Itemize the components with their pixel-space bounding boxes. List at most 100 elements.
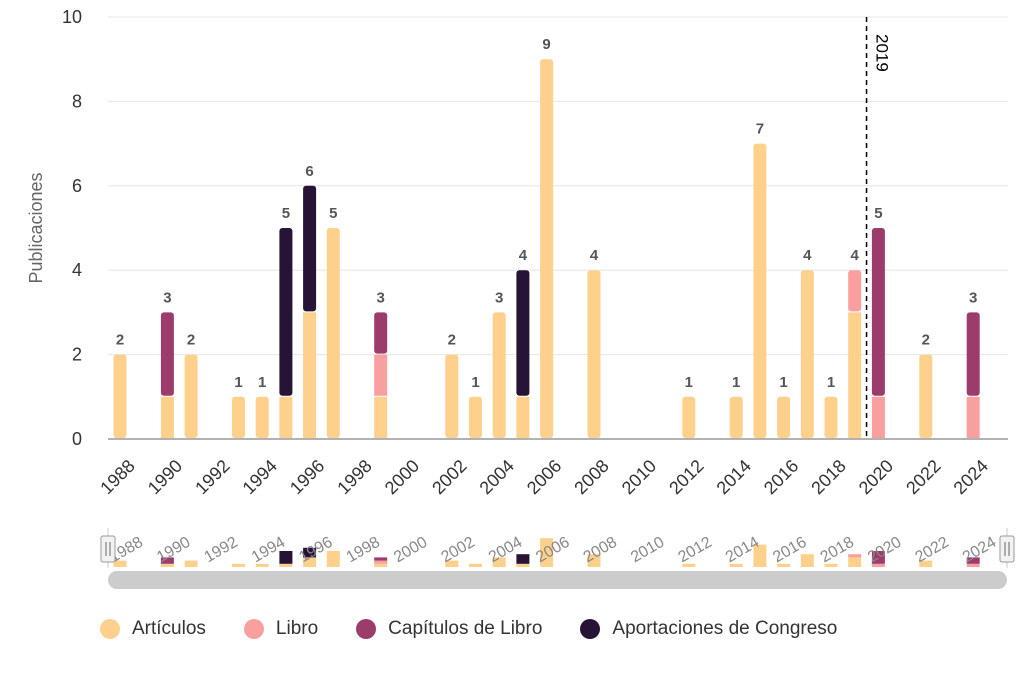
total-label-2006: 9 — [542, 36, 550, 53]
y-tick-label: 6 — [72, 176, 82, 196]
x-tick-label-1990: 1990 — [144, 456, 186, 498]
bar-cap-tulos-de-libro-2020[interactable] — [871, 228, 885, 396]
navigator-bar-1990 — [160, 563, 174, 567]
bar-art-culos-2006[interactable] — [540, 59, 554, 438]
navigator-bar-2020 — [871, 551, 885, 564]
navigator-bar-2022 — [919, 560, 933, 567]
legend-item-aportaciones[interactable]: Aportaciones de Congreso — [580, 618, 837, 640]
bar-art-culos-1988[interactable] — [113, 354, 127, 438]
bar-art-culos-2016[interactable] — [777, 396, 791, 438]
navigator-right-handle[interactable] — [999, 535, 1015, 563]
x-tick-label-2020: 2020 — [855, 456, 897, 498]
bar-cap-tulos-de-libro-1990[interactable] — [160, 312, 174, 396]
navigator-left-handle[interactable] — [100, 535, 116, 563]
total-label-2014: 1 — [732, 374, 740, 391]
navigator-scrollbar[interactable] — [108, 571, 1007, 589]
bar-art-culos-1991[interactable] — [184, 354, 198, 438]
bar-art-culos-2017[interactable] — [800, 270, 814, 438]
navigator-tick-label-2012: 2012 — [675, 534, 714, 567]
bar-art-culos-1996[interactable] — [303, 312, 317, 438]
navigator-tick-label-1992: 1992 — [201, 534, 240, 567]
x-tick-label-2018: 2018 — [807, 456, 849, 498]
total-label-1997: 5 — [329, 205, 337, 222]
total-label-2005: 4 — [519, 247, 528, 264]
bar-art-culos-2005[interactable] — [516, 396, 530, 438]
bar-art-culos-2004[interactable] — [492, 312, 506, 438]
x-tick-label-1992: 1992 — [191, 456, 233, 498]
navigator-bar-1999 — [374, 563, 388, 567]
bar-libro-2024[interactable] — [966, 396, 980, 438]
navigator-bar-1988 — [113, 560, 127, 567]
total-label-1999: 3 — [377, 289, 385, 306]
bar-art-culos-2015[interactable] — [753, 143, 767, 438]
total-label-1988: 2 — [116, 332, 124, 349]
bar-art-culos-2019[interactable] — [848, 312, 862, 438]
x-tick-label-2024: 2024 — [950, 456, 992, 498]
y-tick-label: 4 — [72, 260, 82, 280]
bar-cap-tulos-de-libro-1999[interactable] — [374, 312, 388, 354]
x-tick-label-2016: 2016 — [760, 456, 802, 498]
total-label-1996: 6 — [305, 163, 313, 180]
x-tick-label-1994: 1994 — [239, 456, 281, 498]
bar-libro-2020[interactable] — [871, 396, 885, 438]
total-label-2024: 3 — [969, 289, 977, 306]
bar-art-culos-2022[interactable] — [919, 354, 933, 438]
total-label-2012: 1 — [685, 374, 693, 391]
legend: Artículos Libro Capítulos de Libro Aport… — [100, 618, 837, 640]
bar-aportaciones-de-congreso-1995[interactable] — [279, 228, 293, 396]
navigator-bar-2020 — [871, 563, 885, 567]
legend-item-libro[interactable]: Libro — [243, 618, 318, 640]
bar-art-culos-1995[interactable] — [279, 396, 293, 438]
x-tick-label-1988: 1988 — [96, 456, 138, 498]
legend-item-capitulos[interactable]: Capítulos de Libro — [356, 618, 542, 640]
total-label-2002: 2 — [448, 332, 456, 349]
bar-art-culos-2012[interactable] — [682, 396, 696, 438]
navigator-bar-1996 — [303, 547, 317, 558]
total-label-2008: 4 — [590, 247, 599, 264]
legend-marker-capitulos — [356, 619, 377, 639]
navigator-bar-2012 — [682, 563, 696, 567]
bar-art-culos-1994[interactable] — [255, 396, 269, 438]
marker-label-2019: 2019 — [873, 34, 892, 72]
navigator-bar-2008 — [587, 554, 601, 567]
total-label-2003: 1 — [471, 374, 479, 391]
navigator-bar-2018 — [824, 563, 838, 567]
bar-art-culos-1997[interactable] — [326, 228, 340, 438]
bar-libro-1999[interactable] — [374, 354, 388, 396]
y-axis-title: Publicaciones — [26, 172, 46, 283]
bar-aportaciones-de-congreso-2005[interactable] — [516, 270, 530, 396]
bar-art-culos-2014[interactable] — [729, 396, 743, 438]
legend-item-articulos[interactable]: Artículos — [100, 618, 206, 640]
navigator-bar-2002 — [445, 560, 459, 567]
bar-art-culos-1999[interactable] — [374, 396, 388, 438]
bar-cap-tulos-de-libro-2024[interactable] — [966, 312, 980, 396]
x-tick-label-1996: 1996 — [286, 456, 328, 498]
bar-art-culos-1993[interactable] — [232, 396, 245, 438]
x-tick-label-2014: 2014 — [713, 456, 755, 498]
navigator-bar-2024 — [966, 557, 980, 564]
navigator-bar-1990 — [160, 557, 174, 564]
bar-art-culos-2008[interactable] — [587, 270, 601, 438]
bar-aportaciones-de-congreso-1996[interactable] — [303, 185, 317, 312]
bar-art-culos-2002[interactable] — [445, 354, 459, 438]
x-tick-label-2010: 2010 — [618, 456, 660, 498]
total-label-2020: 5 — [874, 205, 882, 222]
bar-art-culos-2018[interactable] — [824, 396, 838, 438]
total-label-2004: 3 — [495, 289, 503, 306]
navigator-bar-2017 — [800, 554, 814, 567]
y-tick-label: 10 — [62, 7, 82, 27]
total-label-1993: 1 — [234, 374, 242, 391]
total-label-1995: 5 — [282, 205, 290, 222]
navigator-bar-1993 — [232, 563, 245, 567]
navigator-bar-2019 — [848, 557, 862, 567]
bar-art-culos-2003[interactable] — [469, 396, 482, 438]
bar-art-culos-1990[interactable] — [160, 396, 174, 438]
navigator-bar-2016 — [777, 563, 791, 567]
bar-libro-2019[interactable] — [848, 270, 862, 312]
total-label-2016: 1 — [779, 374, 787, 391]
total-label-1990: 3 — [163, 289, 171, 306]
navigator-bar-1991 — [184, 560, 198, 567]
x-tick-label-1998: 1998 — [333, 456, 375, 498]
